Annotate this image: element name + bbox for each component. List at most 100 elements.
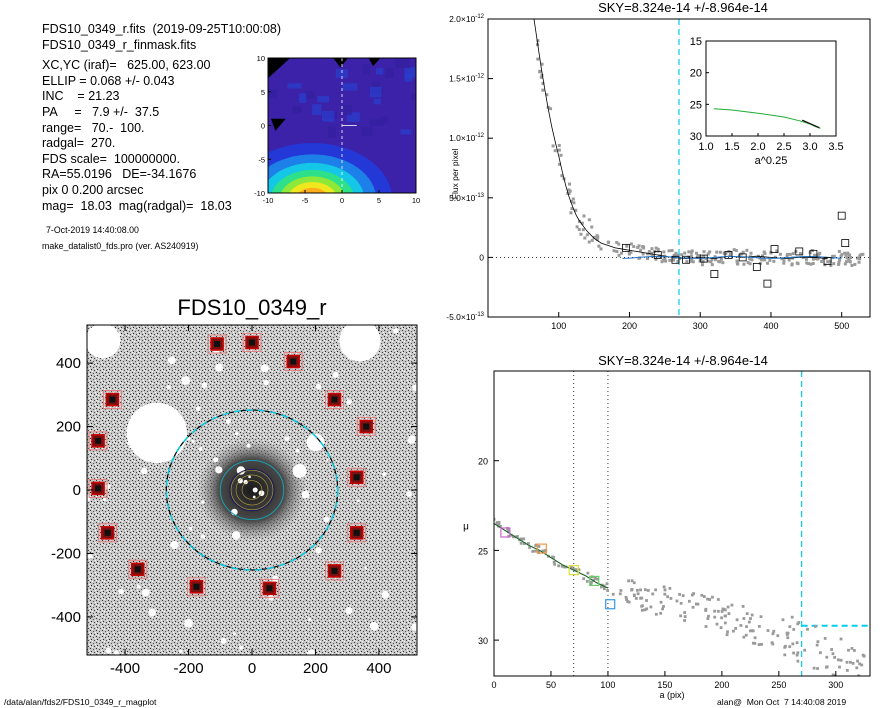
mu-point: [683, 619, 687, 622]
mu-point: [749, 617, 752, 620]
mu-point: [730, 603, 734, 607]
mask-patch: [268, 58, 291, 79]
mu-point: [577, 568, 581, 572]
small-mask-circle: [87, 494, 91, 502]
y-tick-label: 2.0×10-12: [449, 14, 485, 24]
mu-point: [720, 616, 723, 620]
small-mask-circle: [170, 540, 179, 550]
mu-point: [659, 600, 663, 604]
small-mask-circle: [326, 459, 329, 462]
sky-box-core: [249, 339, 255, 346]
flux-point: [736, 262, 740, 266]
mu-point: [669, 597, 673, 600]
flux-point: [617, 242, 621, 246]
info-line: pix 0 0.200 arcsec: [42, 182, 144, 197]
mu-point: [531, 549, 535, 553]
flux-point: [706, 252, 710, 256]
y-tick-label: 25: [478, 546, 488, 556]
mu-point: [553, 562, 557, 566]
ellipse-radgal-dashed: [165, 409, 339, 571]
mu-point: [850, 685, 853, 688]
mu-point: [812, 666, 816, 670]
contour-patch: [305, 91, 315, 99]
small-mask-circle: [118, 588, 125, 595]
flux-point: [785, 254, 789, 258]
mu-point: [806, 627, 809, 631]
mu-point: [727, 612, 731, 616]
mask-circle: [243, 479, 248, 485]
mu-point: [557, 564, 561, 568]
flux-point: [701, 259, 705, 263]
flux-point: [541, 88, 545, 92]
mu-point: [825, 665, 828, 669]
flux-point: [574, 208, 578, 212]
mu-square: [568, 565, 579, 576]
mu-point: [497, 523, 501, 527]
contour-patch: [343, 104, 352, 116]
flux-point: [674, 251, 678, 255]
flux-square: [724, 251, 733, 259]
small-mask-circle: [198, 447, 203, 451]
flux-point: [837, 261, 841, 265]
mu-point: [635, 588, 639, 592]
ellipse-range: [229, 468, 275, 512]
mu-profile-line: [494, 523, 609, 589]
mu-point: [791, 642, 795, 646]
flux-square: [770, 245, 779, 253]
mu-point: [687, 599, 691, 603]
info-line: RA=55.0196 DE=-34.1676: [42, 167, 197, 182]
mu-point: [560, 564, 564, 568]
info-line: range= 70.- 100.: [42, 120, 145, 135]
small-mask-circle: [406, 491, 412, 497]
flux-point: [713, 255, 717, 259]
mu-square: [589, 575, 600, 587]
mu-point: [649, 605, 653, 609]
y-tick-label: 5.0×10-13: [449, 193, 485, 203]
y-tick-label: -5: [258, 155, 265, 164]
small-mask-circle: [263, 379, 269, 386]
image-title: FDS10_0349_r: [177, 295, 327, 320]
mu-point: [630, 587, 634, 591]
flux-point: [661, 258, 665, 262]
mu-point: [511, 535, 515, 539]
x-tick-label: -10: [263, 196, 274, 205]
mu-point: [634, 597, 638, 600]
flux-point: [667, 249, 671, 253]
sky-box-outer: [207, 334, 227, 354]
mu-point: [639, 588, 642, 592]
mu-point: [716, 609, 720, 613]
flux-point: [856, 256, 860, 260]
flux-point: [656, 249, 660, 253]
x-tick-label: 300: [828, 680, 843, 690]
flux-point: [632, 245, 636, 249]
flux-point: [599, 247, 603, 251]
flux-point: [541, 81, 545, 85]
small-mask-circle: [105, 484, 111, 490]
x-tick-label: 200: [714, 680, 729, 690]
flux-point: [828, 259, 832, 263]
flux-point: [696, 254, 700, 258]
mu-point: [641, 608, 644, 612]
mask-circle: [381, 590, 390, 599]
flux-point: [549, 107, 553, 111]
x-tick-label: 500: [834, 321, 849, 331]
mu-point: [659, 611, 663, 615]
small-mask-circle: [315, 383, 322, 390]
inset-x-tick-label: 1.5: [724, 141, 739, 153]
mu-point: [795, 653, 799, 657]
sky-box-outer: [242, 332, 262, 352]
flux-point: [646, 252, 650, 256]
flux-point: [745, 248, 749, 252]
sky-box-outer: [356, 417, 376, 437]
small-mask-circle: [195, 406, 201, 412]
flux-point: [804, 257, 808, 261]
flux-point: [715, 250, 719, 254]
mu-point: [862, 654, 866, 658]
flux-point: [553, 149, 557, 153]
flux-point: [829, 263, 833, 267]
mu-point: [626, 600, 630, 603]
flux-point: [748, 262, 752, 266]
flux-profile-plot: 100 200 300 400 5002.0×10-121.5×10-121.0×10-…: [446, 14, 871, 331]
flux-point: [780, 257, 784, 261]
small-mask-circle: [233, 632, 236, 636]
